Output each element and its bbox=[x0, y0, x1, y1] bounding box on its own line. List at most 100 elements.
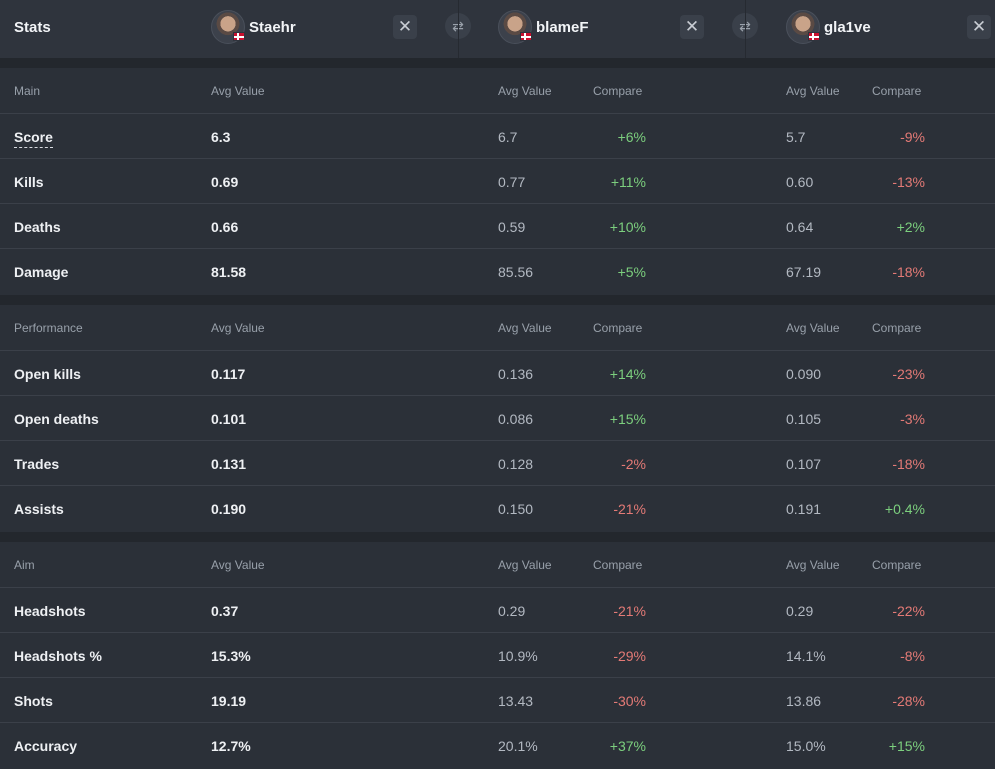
stats-title: Stats bbox=[14, 19, 51, 36]
stat-row-damage: Damage 81.58 85.56 +5% 67.19 -18% bbox=[0, 248, 995, 293]
player-3-value: 14.1% bbox=[786, 648, 826, 664]
compare-header: Compare bbox=[872, 558, 922, 572]
stat-row-score: Score 6.3 6.7 +6% 5.7 -9% bbox=[0, 113, 995, 158]
player-2-compare: -30% bbox=[613, 693, 646, 709]
stat-row-accuracy: Accuracy 12.7% 20.1% +37% 15.0% +15% bbox=[0, 722, 995, 767]
player-3-compare: -18% bbox=[892, 456, 925, 472]
stat-label: Damage bbox=[14, 264, 69, 280]
avg-value-header: Avg Value bbox=[786, 84, 840, 98]
avg-value-header: Avg Value bbox=[498, 558, 552, 572]
stat-label: Open deaths bbox=[14, 411, 99, 427]
stat-label[interactable]: Score bbox=[14, 129, 53, 148]
player-name: gla1ve bbox=[824, 19, 871, 36]
player-3-compare: -3% bbox=[900, 411, 925, 427]
denmark-flag-icon bbox=[808, 32, 820, 41]
player-3-value: 0.105 bbox=[786, 411, 822, 427]
player-3-value: 0.60 bbox=[786, 174, 814, 190]
stat-row-deaths: Deaths 0.66 0.59 +10% 0.64 +2% bbox=[0, 203, 995, 248]
section-gap bbox=[0, 295, 995, 305]
player-3-value: 0.64 bbox=[786, 219, 814, 235]
player-3-compare: -9% bbox=[900, 129, 925, 145]
stat-label: Assists bbox=[14, 501, 64, 517]
player-2-value: 10.9% bbox=[498, 648, 538, 664]
player-1-value: 0.131 bbox=[211, 456, 247, 472]
stat-row-trades: Trades 0.131 0.128 -2% 0.107 -18% bbox=[0, 440, 995, 485]
player-2-compare: -21% bbox=[613, 603, 646, 619]
player-3-compare: -13% bbox=[892, 174, 925, 190]
close-icon: ✕ bbox=[684, 17, 700, 36]
player-2-compare: +14% bbox=[609, 366, 646, 382]
section-header: Performance Avg Value Avg Value Compare … bbox=[0, 305, 995, 350]
stat-row-open-kills: Open kills 0.117 0.136 +14% 0.090 -23% bbox=[0, 350, 995, 395]
player-3-value: 15.0% bbox=[786, 738, 826, 754]
player-2-value: 0.77 bbox=[498, 174, 526, 190]
player-3-compare: +2% bbox=[896, 219, 925, 235]
denmark-flag-icon bbox=[520, 32, 532, 41]
stat-row-assists: Assists 0.190 0.150 -21% 0.191 +0.4% bbox=[0, 485, 995, 530]
avg-value-header: Avg Value bbox=[211, 558, 265, 572]
section-aim: Aim Avg Value Avg Value Compare Avg Valu… bbox=[0, 542, 995, 769]
close-icon: ✕ bbox=[971, 17, 987, 36]
avg-value-header: Avg Value bbox=[211, 321, 265, 335]
player-3-compare: -18% bbox=[892, 264, 925, 280]
remove-player-2-button[interactable]: ✕ bbox=[680, 15, 704, 39]
section-performance: Performance Avg Value Avg Value Compare … bbox=[0, 305, 995, 532]
player-3-compare: +15% bbox=[888, 738, 925, 754]
player-3-compare: -22% bbox=[892, 603, 925, 619]
player-2-compare: -2% bbox=[621, 456, 646, 472]
player-name: Staehr bbox=[249, 19, 296, 36]
player-1-value: 6.3 bbox=[211, 129, 231, 145]
player-2-compare: +10% bbox=[609, 219, 646, 235]
denmark-flag-icon bbox=[233, 32, 245, 41]
player-2-compare: +11% bbox=[610, 174, 646, 190]
player-2-value: 0.29 bbox=[498, 603, 526, 619]
stat-label: Headshots % bbox=[14, 648, 102, 664]
player-avatar bbox=[211, 10, 245, 44]
section-header: Main Avg Value Avg Value Compare Avg Val… bbox=[0, 68, 995, 113]
player-1-value: 0.117 bbox=[211, 366, 246, 382]
stat-label: Open kills bbox=[14, 366, 81, 382]
stat-row-headshots: Headshots 0.37 0.29 -21% 0.29 -22% bbox=[0, 587, 995, 632]
player-1-value: 15.3% bbox=[211, 648, 251, 664]
compare-header: Compare bbox=[593, 558, 643, 572]
header-divider bbox=[745, 0, 746, 58]
stat-row-kills: Kills 0.69 0.77 +11% 0.60 -13% bbox=[0, 158, 995, 203]
stat-row-shots: Shots 19.19 13.43 -30% 13.86 -28% bbox=[0, 677, 995, 722]
player-3-value: 0.191 bbox=[786, 501, 822, 517]
swap-icon: ⇄ bbox=[452, 18, 464, 34]
section-header: Aim Avg Value Avg Value Compare Avg Valu… bbox=[0, 542, 995, 587]
section-gap bbox=[0, 532, 995, 542]
player-2-value: 0.136 bbox=[498, 366, 534, 382]
player-card-1: Staehr bbox=[211, 10, 411, 46]
player-3-value: 13.86 bbox=[786, 693, 822, 709]
remove-player-1-button[interactable]: ✕ bbox=[393, 15, 417, 39]
player-3-value: 5.7 bbox=[786, 129, 806, 145]
player-1-value: 12.7% bbox=[211, 738, 251, 754]
player-card-3: gla1ve bbox=[786, 10, 966, 46]
player-2-value: 0.59 bbox=[498, 219, 526, 235]
player-3-compare: -28% bbox=[892, 693, 925, 709]
player-1-value: 81.58 bbox=[211, 264, 247, 280]
player-2-value: 13.43 bbox=[498, 693, 534, 709]
stat-label: Accuracy bbox=[14, 738, 78, 754]
player-3-compare: -8% bbox=[900, 648, 925, 664]
header-divider bbox=[458, 0, 459, 58]
player-2-value: 20.1% bbox=[498, 738, 538, 754]
avg-value-header: Avg Value bbox=[211, 84, 265, 98]
swap-icon: ⇄ bbox=[739, 18, 751, 34]
player-2-value: 0.128 bbox=[498, 456, 534, 472]
stat-label: Trades bbox=[14, 456, 60, 472]
player-name: blameF bbox=[536, 19, 589, 36]
compare-header: Compare bbox=[872, 84, 922, 98]
player-3-value: 0.090 bbox=[786, 366, 822, 382]
player-3-compare: -23% bbox=[892, 366, 925, 382]
player-1-value: 0.101 bbox=[211, 411, 247, 427]
player-2-compare: +37% bbox=[609, 738, 646, 754]
player-1-value: 0.66 bbox=[211, 219, 239, 235]
section-gap bbox=[0, 58, 995, 68]
close-icon: ✕ bbox=[397, 17, 413, 36]
remove-player-3-button[interactable]: ✕ bbox=[967, 15, 991, 39]
player-2-value: 0.150 bbox=[498, 501, 534, 517]
stat-label: Shots bbox=[14, 693, 53, 709]
avg-value-header: Avg Value bbox=[498, 84, 552, 98]
